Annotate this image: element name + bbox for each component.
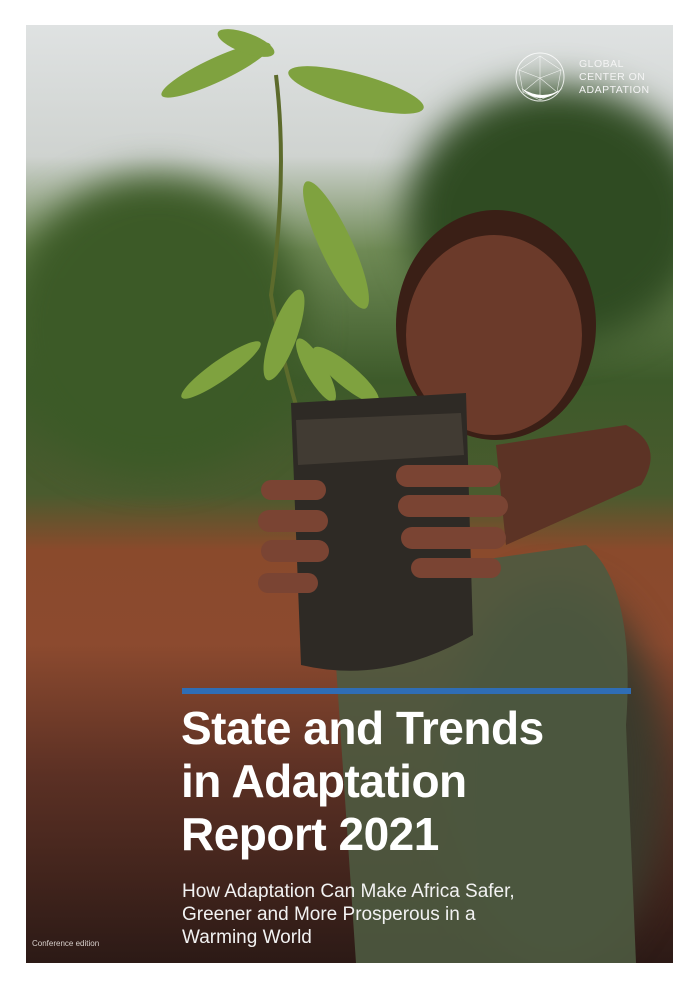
logo-line: GLOBAL	[579, 57, 625, 70]
globe-icon	[515, 52, 565, 102]
report-cover: GLOBAL CENTER ON ADAPTATION State and Tr…	[26, 25, 673, 963]
title-line: in Adaptation	[181, 755, 467, 807]
logo-text: GLOBAL CENTER ON ADAPTATION	[579, 58, 650, 97]
subtitle-line: Warming World	[182, 927, 312, 948]
logo-line: ADAPTATION	[579, 83, 650, 96]
child-with-seedling-image	[161, 29, 651, 963]
edition-label: Conference edition	[32, 939, 100, 948]
gca-logo: GLOBAL CENTER ON ADAPTATION	[513, 50, 650, 104]
subtitle-line: How Adaptation Can Make Africa Safer,	[182, 881, 515, 902]
logo-line: CENTER ON	[579, 70, 646, 83]
report-subtitle: How Adaptation Can Make Africa Safer, Gr…	[182, 880, 622, 949]
accent-bar	[182, 688, 631, 694]
subtitle-line: Greener and More Prosperous in a	[182, 904, 476, 925]
title-line: Report 2021	[181, 808, 439, 860]
title-line: State and Trends	[181, 702, 544, 754]
report-title: State and Trends in Adaptation Report 20…	[181, 702, 544, 861]
